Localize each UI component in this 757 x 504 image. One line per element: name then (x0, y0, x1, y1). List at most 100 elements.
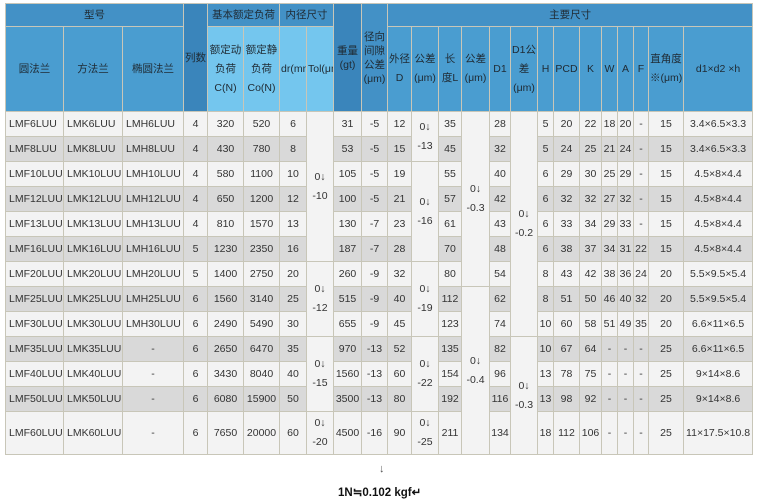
cell-perp: 25 (648, 386, 684, 412)
cell-f: - (633, 136, 649, 162)
cell-rc: -5 (361, 186, 388, 212)
cell-fs: LMK8LUU (63, 136, 123, 162)
header-k: K (579, 26, 602, 112)
header-dynamic-load: 额定动负荷C(N) (207, 26, 244, 112)
cell-f: - (633, 161, 649, 187)
cell-h: 8 (537, 261, 554, 287)
cell-dr: 50 (279, 386, 307, 412)
cell-fs: LMK10LUU (63, 161, 123, 187)
cell-w: - (601, 411, 618, 455)
cell-wt: 105 (333, 161, 362, 187)
cell-fr: LMF10LUU (5, 161, 64, 187)
header-flange-round: 圆法兰 (5, 26, 64, 112)
cell-f: - (633, 336, 649, 362)
cell-wt: 260 (333, 261, 362, 287)
cell-pcd: 98 (553, 386, 580, 412)
tolerance-top: 0↓ (314, 417, 326, 429)
cell-d1d2h: 4.5×8×4.4 (682, 186, 754, 212)
cell-a: 36 (617, 261, 634, 287)
cell-wt: 970 (333, 336, 362, 362)
cell-d1: 82 (489, 336, 511, 362)
cell-k: 50 (579, 286, 602, 312)
cell-fo: LMH16LUU (122, 236, 184, 262)
cell-d: 90 (387, 411, 412, 455)
cell-fs: LMK16LUU (63, 236, 123, 262)
merged-tolerance-cell: 0↓ -0.2 (510, 111, 538, 337)
merged-tolerance-cell: 0↓ -13 (411, 111, 439, 162)
header-l-tol: 公差(μm) (461, 26, 490, 112)
cell-dr: 60 (279, 411, 307, 455)
cell-l: 154 (438, 361, 462, 387)
cell-pcd: 24 (553, 136, 580, 162)
cell-fs: LMK60LUU (63, 411, 123, 455)
cell-rc: -9 (361, 311, 388, 337)
tolerance-top: 0↓ (419, 417, 431, 429)
cell-rc: -5 (361, 111, 388, 137)
cell-f: 32 (633, 286, 649, 312)
header-d1d2h: d1×d2 ×h (682, 26, 754, 112)
cell-perp: 15 (648, 161, 684, 187)
tolerance-bottom: -19 (417, 302, 433, 314)
cell-dr: 30 (279, 311, 307, 337)
cell-l: 61 (438, 211, 462, 237)
cell-fs: LMK12LUU (63, 186, 123, 212)
cell-wt: 53 (333, 136, 362, 162)
cell-perp: 20 (648, 311, 684, 337)
cell-n: 4 (183, 161, 208, 187)
cell-h: 6 (537, 161, 554, 187)
cell-d1d2h: 4.5×8×4.4 (682, 211, 754, 237)
cell-fs: LMK40LUU (63, 361, 123, 387)
cell-rc: -5 (361, 136, 388, 162)
cell-c: 2650 (207, 336, 244, 362)
cell-perp: 15 (648, 111, 684, 137)
cell-k: 106 (579, 411, 602, 455)
cell-l: 123 (438, 311, 462, 337)
cell-pcd: 20 (553, 111, 580, 137)
header-flange-oval: 椭圆法兰 (122, 26, 184, 112)
cell-fo: LMH6LUU (122, 111, 184, 137)
cell-c: 3430 (207, 361, 244, 387)
cell-c: 650 (207, 186, 244, 212)
paragraph-arrow: ↓ (379, 463, 385, 475)
cell-pcd: 43 (553, 261, 580, 287)
cell-a: - (617, 386, 634, 412)
cell-rc: -16 (361, 411, 388, 455)
tolerance-top: 0↓ (518, 208, 530, 220)
cell-co: 2750 (243, 261, 280, 287)
cell-co: 15900 (243, 386, 280, 412)
table-row: LMF20LUU LMK20LUU LMH20LUU 5 1400 2750 20 0↓ -12… (5, 261, 754, 337)
tolerance-top: 0↓ (314, 358, 326, 370)
cell-co: 6470 (243, 336, 280, 362)
table-row: LMF6LUU LMK6LUU LMH6LUU 4 320 520 6 0↓ -10 31 -5 12… (5, 111, 754, 337)
cell-k: 92 (579, 386, 602, 412)
spec-table: 型号 列数 基本额定负荷 内径尺寸 重量(gt) 径向间隙公差(μm) 主要尺寸… (5, 3, 754, 455)
tolerance-top: 0↓ (518, 379, 530, 392)
cell-w: 27 (601, 186, 618, 212)
cell-a: 32 (617, 186, 634, 212)
cell-h: 6 (537, 236, 554, 262)
cell-fr: LMF60LUU (5, 411, 64, 455)
cell-c: 1560 (207, 286, 244, 312)
cell-h: 10 (537, 311, 554, 337)
cell-fr: LMF12LUU (5, 186, 64, 212)
cell-n: 4 (183, 111, 208, 137)
cell-rc: -13 (361, 336, 388, 362)
cell-perp: 15 (648, 186, 684, 212)
table-row: LMF30LUU LMK30LUU LMH30LUU 6 2490 5490 30 655 -9… (5, 311, 754, 337)
tolerance-bottom: -0.4 (466, 373, 485, 386)
tolerance-top: 0↓ (469, 183, 482, 195)
cell-h: 6 (537, 211, 554, 237)
cell-l: 211 (438, 411, 462, 455)
cell-f: - (633, 211, 649, 237)
cell-pcd: 78 (553, 361, 580, 387)
tolerance-top: 0↓ (419, 195, 431, 208)
table-body: LMF6LUU LMK6LUU LMH6LUU 4 320 520 6 0↓ -10 31 -5 12… (5, 111, 754, 455)
cell-perp: 25 (648, 336, 684, 362)
cell-fr: LMF40LUU (5, 361, 64, 387)
cell-d1: 96 (489, 361, 511, 387)
header-f: F (633, 26, 649, 112)
table-row: LMF12LUU LMK12LUU LMH12LUU 4 650 1200 12 100 -5 2… (5, 186, 754, 212)
table-row: LMF8LUU LMK8LUU LMH8LUU 4 430 780 8 53 -5 15 45 32 5… (5, 136, 754, 162)
cell-fs: LMK35LUU (63, 336, 123, 362)
cell-rc: -9 (361, 261, 388, 287)
